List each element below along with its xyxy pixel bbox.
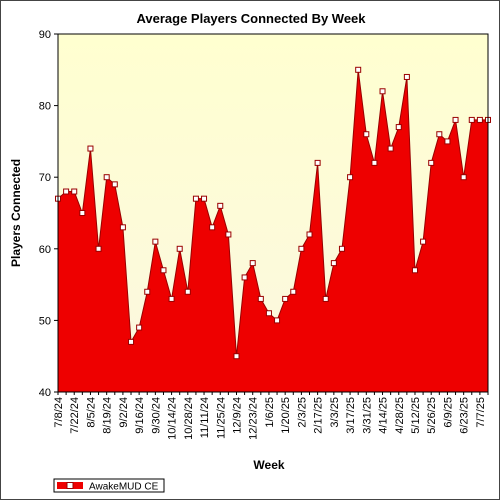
data-point xyxy=(63,188,70,195)
data-point xyxy=(103,174,110,181)
x-tick-label: 5/12/25 xyxy=(410,397,422,434)
data-point xyxy=(290,288,297,295)
data-point xyxy=(176,245,183,252)
data-point xyxy=(87,145,94,152)
data-point xyxy=(403,73,410,80)
data-point xyxy=(152,238,159,245)
x-tick-label: 8/5/24 xyxy=(85,397,97,428)
y-tick-label: 90 xyxy=(39,29,51,41)
x-tick-label: 7/8/24 xyxy=(53,397,65,428)
data-point xyxy=(225,231,232,238)
data-point xyxy=(168,295,175,302)
x-tick-label: 9/2/24 xyxy=(118,397,130,428)
data-point xyxy=(468,116,475,123)
data-point xyxy=(428,159,435,166)
data-point xyxy=(241,274,248,281)
legend-marker xyxy=(66,482,74,489)
x-tick-label: 12/9/24 xyxy=(231,397,243,434)
data-point xyxy=(265,310,272,317)
x-tick-label: 11/11/24 xyxy=(199,397,211,438)
data-point xyxy=(201,195,208,202)
data-point xyxy=(330,260,337,267)
data-point xyxy=(209,224,216,231)
legend-label: AwakeMUD CE xyxy=(89,482,159,493)
data-point xyxy=(71,188,78,195)
data-point xyxy=(379,88,386,95)
y-tick-label: 40 xyxy=(39,387,51,399)
data-point xyxy=(314,159,321,166)
x-tick-label: 4/14/25 xyxy=(378,397,390,434)
data-point xyxy=(452,116,459,123)
data-point xyxy=(444,138,451,145)
x-tick-label: 4/28/25 xyxy=(394,397,406,434)
x-tick-label: 7/22/24 xyxy=(69,397,81,434)
x-tick-label: 2/3/25 xyxy=(296,397,308,428)
data-point xyxy=(95,245,102,252)
data-point xyxy=(338,245,345,252)
data-point xyxy=(128,338,135,345)
data-point xyxy=(79,210,86,216)
data-point xyxy=(184,288,191,295)
y-tick-label: 70 xyxy=(39,172,51,184)
data-point xyxy=(460,174,467,181)
data-point xyxy=(257,295,264,302)
x-tick-label: 11/25/24 xyxy=(215,397,227,439)
data-point xyxy=(371,159,378,166)
data-point xyxy=(363,131,370,138)
x-tick-label: 2/17/25 xyxy=(313,397,325,434)
data-point xyxy=(136,324,143,331)
data-point xyxy=(387,145,394,152)
data-point xyxy=(306,231,313,238)
y-tick-label: 80 xyxy=(39,101,51,113)
x-tick-label: 10/14/24 xyxy=(167,397,179,440)
x-tick-label: 3/3/25 xyxy=(329,397,341,428)
series-area xyxy=(58,69,488,393)
x-tick-label: 1/20/25 xyxy=(280,397,292,434)
chart-title: Average Players Connected By Week xyxy=(136,11,366,26)
x-tick-label: 8/19/24 xyxy=(102,397,114,434)
x-tick-label: 3/31/25 xyxy=(361,397,373,434)
data-point xyxy=(192,195,199,202)
data-point xyxy=(111,181,118,188)
x-tick-label: 12/23/24 xyxy=(248,397,260,440)
data-point xyxy=(274,317,281,324)
data-point xyxy=(233,353,240,360)
y-tick-label: 50 xyxy=(39,315,51,327)
y-axis-label: Players Connected xyxy=(9,159,23,267)
legend: AwakeMUD CE xyxy=(53,478,165,493)
data-point xyxy=(411,267,418,274)
x-axis-label: Week xyxy=(253,458,284,472)
x-tick-label: 6/9/25 xyxy=(442,397,454,428)
data-point xyxy=(355,66,362,73)
x-tick-label: 3/17/25 xyxy=(345,397,357,434)
data-point xyxy=(217,202,224,209)
data-point xyxy=(322,295,329,302)
plot-frame xyxy=(57,33,489,393)
x-tick-label: 9/16/24 xyxy=(134,397,146,434)
data-point xyxy=(160,267,167,274)
data-point xyxy=(119,224,126,231)
data-point xyxy=(476,116,483,123)
data-point xyxy=(282,295,289,302)
data-point xyxy=(436,131,443,138)
x-tick-label: 10/28/24 xyxy=(183,397,195,440)
data-point xyxy=(144,288,151,295)
data-point xyxy=(395,124,402,131)
data-point xyxy=(298,245,305,252)
data-point xyxy=(347,174,354,181)
series-line xyxy=(57,69,488,357)
x-tick-label: 6/23/25 xyxy=(459,397,471,434)
data-point xyxy=(249,260,256,267)
x-tick-label: 7/7/25 xyxy=(475,397,487,428)
x-tick-label: 5/26/25 xyxy=(426,397,438,434)
x-tick-label: 1/6/25 xyxy=(264,397,276,428)
data-point xyxy=(420,238,427,245)
x-tick-label: 9/30/24 xyxy=(150,397,162,434)
y-tick-label: 60 xyxy=(39,244,51,256)
